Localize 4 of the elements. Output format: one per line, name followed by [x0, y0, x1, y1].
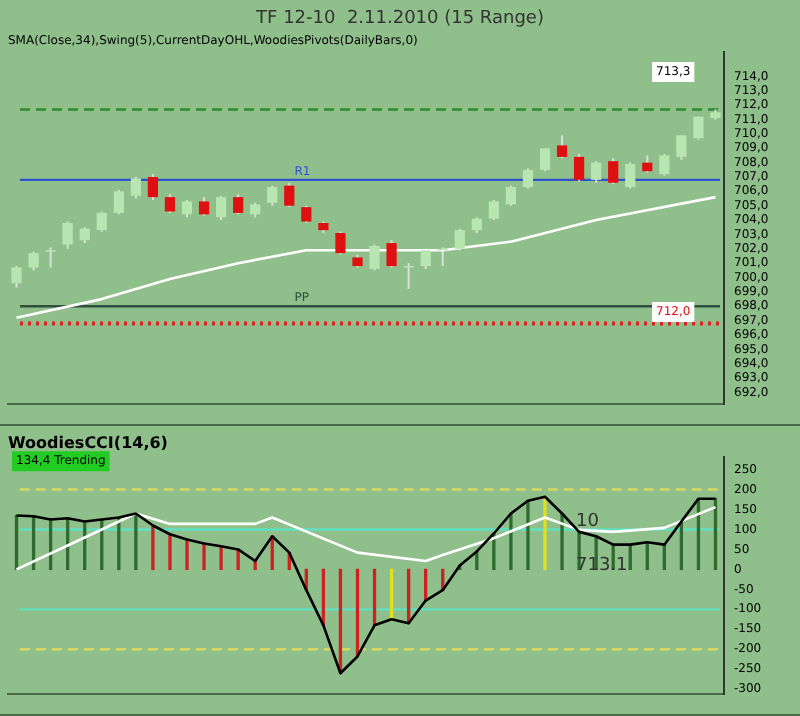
annotation: 713.1 — [576, 555, 628, 576]
chart-title: WoodiesCCI(14,6) — [8, 433, 168, 452]
chart-title: TF 12-10 2.11.2010 (15 Range) — [254, 9, 544, 30]
annotation: 10 — [576, 511, 600, 532]
